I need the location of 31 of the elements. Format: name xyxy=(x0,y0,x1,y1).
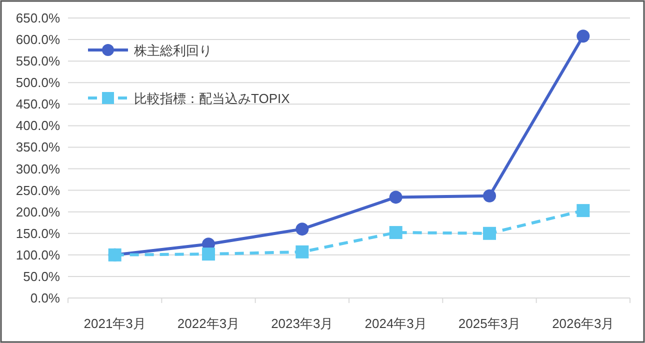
x-tick-label: 2025年3月 xyxy=(458,316,521,331)
y-tick-label: 350.0% xyxy=(16,140,60,155)
y-tick-label: 300.0% xyxy=(16,161,60,176)
y-tick-label: 0.0% xyxy=(30,290,60,306)
point xyxy=(483,189,496,202)
y-tick-label: 400.0% xyxy=(16,118,60,134)
x-tick-label: 2022年3月 xyxy=(177,316,240,331)
point xyxy=(389,190,402,204)
y-tick-label: 100.0% xyxy=(16,247,60,262)
x-tick-label: 2026年3月 xyxy=(552,316,614,331)
legend-label: 株主総利回り xyxy=(133,43,212,58)
point xyxy=(389,226,402,240)
y-tick-label: 50.0% xyxy=(23,268,60,284)
y-tick-label: 500.0% xyxy=(16,75,60,90)
y-tick-label: 600.0% xyxy=(16,32,60,48)
y-tick-label: 150.0% xyxy=(16,226,60,241)
point xyxy=(576,30,590,43)
point xyxy=(202,248,215,261)
y-tick-label: 550.0% xyxy=(16,54,60,69)
x-tick-label: 2023年3月 xyxy=(271,316,334,331)
point xyxy=(296,222,309,236)
y-tick-label: 250.0% xyxy=(16,182,60,198)
y-tick-label: 200.0% xyxy=(16,204,60,220)
point xyxy=(576,204,590,218)
point xyxy=(296,245,309,258)
y-tick-label: 450.0% xyxy=(16,96,60,112)
x-tick-label: 2024年3月 xyxy=(364,316,427,331)
point xyxy=(483,226,496,240)
y-tick-label: 650.0% xyxy=(16,10,60,26)
x-tick-label: 2021年3月 xyxy=(84,316,146,331)
legend-label: 比較指標：配当込みTOPIX xyxy=(134,91,290,106)
